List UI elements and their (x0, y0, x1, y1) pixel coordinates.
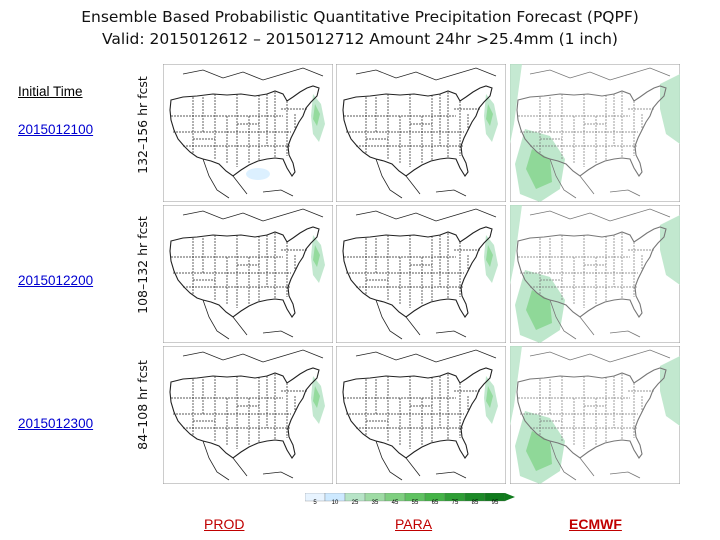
us-map-graphic (510, 64, 680, 202)
map-panel-prod-row-2 (163, 205, 333, 343)
colorbar-extend-arrow (505, 493, 515, 501)
probability-colorbar (304, 490, 515, 508)
us-map-graphic (336, 205, 506, 343)
column-label-para[interactable]: PARA (395, 516, 433, 532)
us-map-graphic (163, 64, 333, 202)
date-link-2015012300[interactable]: 2015012300 (18, 416, 94, 431)
map-panel-ecmwf-row-3 (510, 346, 680, 484)
map-panel-ecmwf-row-1 (510, 64, 680, 202)
column-label-ecmwf[interactable]: ECMWF (569, 516, 622, 532)
forecast-label-row-2: 108–132 hr fcst (135, 216, 150, 314)
colorbar-tick-label: 55 (411, 500, 419, 506)
initial-time-label: Initial Time (18, 84, 83, 99)
map-panel-para-row-2 (336, 205, 506, 343)
colorbar-tick-label: 35 (371, 500, 379, 506)
column-label-prod[interactable]: PROD (204, 516, 245, 532)
us-map-graphic (510, 346, 680, 484)
forecast-label-row-1: 132–156 hr fcst (135, 76, 150, 174)
date-link-2015012100[interactable]: 2015012100 (18, 122, 94, 137)
colorbar-tick-label: 45 (391, 500, 399, 506)
title-line-1: Ensemble Based Probabilistic Quantitativ… (81, 8, 639, 26)
map-panel-para-row-1 (336, 64, 506, 202)
us-map-graphic (336, 64, 506, 202)
colorbar-tick-label: 5 (313, 500, 317, 506)
colorbar-tick-label: 95 (491, 500, 499, 506)
colorbar-svg (304, 492, 515, 502)
title-line-2: Valid: 2015012612 – 2015012712 Amount 24… (102, 30, 618, 48)
page-title: Ensemble Based Probabilistic Quantitativ… (0, 6, 720, 50)
colorbar-tick-label: 10 (331, 500, 339, 506)
map-panel-prod-row-3 (163, 346, 333, 484)
us-map-graphic (336, 346, 506, 484)
date-link-2015012200[interactable]: 2015012200 (18, 273, 94, 288)
colorbar-tick-label: 65 (431, 500, 439, 506)
colorbar-tick-label: 75 (451, 500, 459, 506)
us-map-graphic (163, 205, 333, 343)
map-panel-prod-row-1 (163, 64, 333, 202)
forecast-label-row-3: 84–108 hr fcst (135, 360, 150, 450)
colorbar-tick-label: 85 (471, 500, 479, 506)
map-panel-para-row-3 (336, 346, 506, 484)
colorbar-tick-label: 25 (351, 500, 359, 506)
map-panel-ecmwf-row-2 (510, 205, 680, 343)
us-map-graphic (510, 205, 680, 343)
us-map-graphic (163, 346, 333, 484)
